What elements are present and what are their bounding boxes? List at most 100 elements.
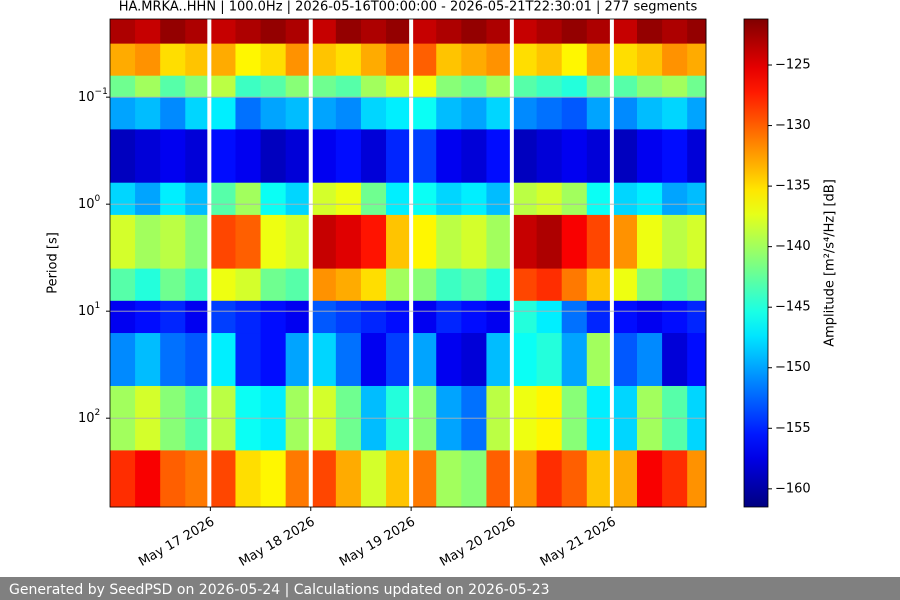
heatmap-cell: [386, 182, 412, 216]
heatmap-cell: [110, 333, 136, 387]
heatmap-cell: [185, 43, 211, 77]
heatmap-cell: [210, 129, 236, 184]
heatmap-cell: [310, 450, 337, 508]
data-gap: [207, 19, 212, 507]
heatmap-cell: [536, 333, 563, 387]
heatmap-cell: [285, 43, 312, 77]
heatmap-cell: [436, 43, 462, 77]
heatmap-cell: [185, 214, 211, 270]
heatmap-cell: [436, 450, 462, 508]
heatmap-cell: [586, 450, 613, 508]
heatmap-cell: [461, 97, 487, 130]
heatmap-cell: [586, 75, 613, 98]
heatmap-cell: [461, 19, 487, 45]
heatmap-cell: [636, 333, 663, 387]
heatmap-cell: [511, 300, 538, 334]
heatmap-cell: [486, 129, 513, 184]
heatmap-cell: [436, 75, 462, 98]
heatmap-cell: [335, 214, 362, 270]
heatmap-cell: [436, 97, 462, 130]
footer-bar: [0, 577, 900, 600]
heatmap-cell: [135, 214, 161, 270]
heatmap-cell: [310, 75, 337, 98]
heatmap-cell: [536, 268, 563, 302]
heatmap-cell: [411, 97, 437, 130]
heatmap-cell: [160, 333, 186, 387]
heatmap-cell: [411, 75, 437, 98]
heatmap-cell: [636, 268, 663, 302]
heatmap-cell: [687, 97, 707, 130]
heatmap-cell: [461, 129, 487, 184]
heatmap-cell: [285, 268, 312, 302]
data-gap: [609, 19, 614, 507]
heatmap-cell: [636, 450, 663, 508]
heatmap-cell: [210, 333, 236, 387]
colorbar-label: Amplitude [m²/s⁴/Hz] [dB]: [823, 179, 838, 347]
heatmap-cell: [687, 19, 707, 45]
heatmap-cell: [185, 182, 211, 216]
heatmap-cell: [360, 75, 387, 98]
heatmap-cell: [561, 333, 588, 387]
heatmap-cell: [511, 97, 538, 130]
heatmap-cell: [461, 450, 487, 508]
heatmap-cell: [461, 214, 487, 270]
heatmap-cell: [662, 43, 688, 77]
heatmap-cell: [185, 268, 211, 302]
heatmap-cell: [411, 129, 437, 184]
heatmap-cell: [586, 214, 613, 270]
heatmap-cell: [160, 19, 186, 45]
heatmap-cell: [335, 300, 362, 334]
heatmap-cell: [110, 43, 136, 77]
heatmap-cell: [536, 97, 563, 130]
heatmap-cell: [662, 129, 688, 184]
heatmap-cell: [335, 268, 362, 302]
heatmap-cell: [561, 300, 588, 334]
heatmap-cell: [235, 214, 262, 270]
heatmap-cell: [310, 43, 337, 77]
heatmap-cell: [335, 97, 362, 130]
colorbar-tick-label: −160: [775, 481, 811, 496]
heatmap-cell: [335, 129, 362, 184]
heatmap-cell: [335, 75, 362, 98]
heatmap-cell: [210, 43, 236, 77]
y-tick-base: 10: [78, 90, 95, 105]
heatmap-cell: [260, 333, 287, 387]
heatmap-cell: [687, 129, 707, 184]
heatmap-cell: [511, 333, 538, 387]
heatmap-cell: [235, 268, 262, 302]
heatmap-cell: [662, 450, 688, 508]
colorbar: [743, 18, 769, 508]
heatmap-cell: [285, 97, 312, 130]
heatmap-cell: [486, 214, 513, 270]
heatmap-cell: [310, 300, 337, 334]
data-gap: [509, 19, 514, 507]
heatmap-cell: [185, 75, 211, 98]
heatmap-cell: [160, 97, 186, 130]
heatmap-cell: [135, 43, 161, 77]
heatmap-cell: [235, 450, 262, 508]
heatmap-cell: [360, 214, 387, 270]
heatmap-cell: [561, 129, 588, 184]
heatmap-cell: [611, 333, 638, 387]
y-tick-exponent: 0: [95, 194, 101, 204]
heatmap-cell: [636, 182, 663, 216]
heatmap-cell: [185, 450, 211, 508]
heatmap-cell: [611, 214, 638, 270]
heatmap-cell: [586, 268, 613, 302]
heatmap-cell: [360, 19, 387, 45]
heatmap-cell: [310, 129, 337, 184]
heatmap-cell: [687, 75, 707, 98]
heatmap-cell: [611, 43, 638, 77]
heatmap-cell: [185, 129, 211, 184]
heatmap-cell: [687, 43, 707, 77]
heatmap-cell: [110, 214, 136, 270]
heatmap-cell: [335, 333, 362, 387]
heatmap-cell: [110, 75, 136, 98]
heatmap-cell: [536, 19, 563, 45]
plot-frame: [109, 18, 707, 508]
heatmap-cell: [662, 300, 688, 334]
heatmap-cell: [360, 333, 387, 387]
y-tick-label: 101: [78, 301, 100, 319]
heatmap-cell: [611, 300, 638, 334]
heatmap-cell: [260, 43, 287, 77]
